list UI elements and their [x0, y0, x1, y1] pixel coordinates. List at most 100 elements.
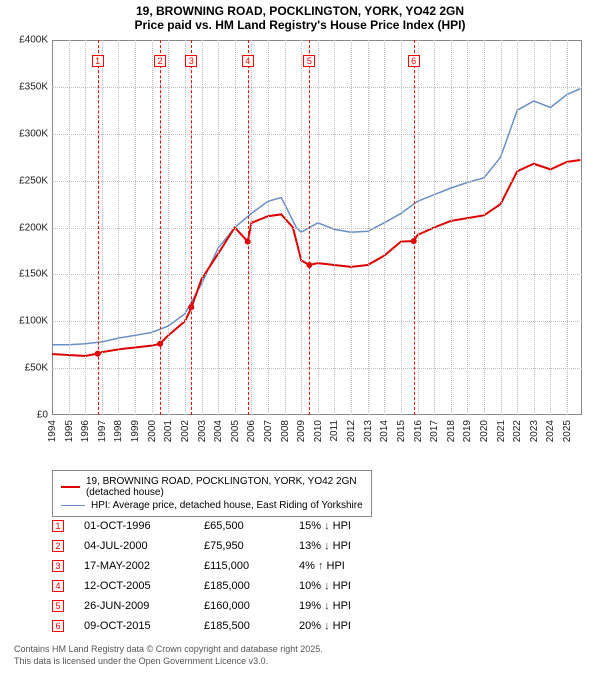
footer-line2: This data is licensed under the Open Gov…	[14, 656, 323, 668]
x-axis-label: 2016	[413, 420, 424, 442]
sale-marker-line	[160, 40, 161, 415]
sale-marker-label: 4	[242, 55, 254, 67]
sale-marker-label: 2	[154, 55, 166, 67]
x-axis-label: 2011	[329, 420, 340, 442]
sale-marker-line	[248, 40, 249, 415]
sale-marker-label: 5	[303, 55, 315, 67]
transaction-price: £75,950	[204, 540, 299, 552]
transaction-date: 01-OCT-1996	[84, 520, 204, 532]
x-axis-label: 2000	[147, 420, 158, 442]
gridline-vertical	[534, 40, 535, 415]
transaction-row: 317-MAY-2002£115,0004% ↑ HPI	[52, 556, 399, 576]
transaction-row: 412-OCT-2005£185,00010% ↓ HPI	[52, 576, 399, 596]
sale-marker-line	[98, 40, 99, 415]
y-axis-label: £150K	[19, 269, 48, 280]
gridline-vertical	[351, 40, 352, 415]
legend-label: HPI: Average price, detached house, East…	[91, 500, 363, 511]
sale-marker-line	[191, 40, 192, 415]
gridline-vertical	[401, 40, 402, 415]
transaction-row: 6 09-OCT-2015£185,50020% ↓ HPI	[52, 616, 399, 636]
transaction-row: 101-OCT-1996£65,50015% ↓ HPI	[52, 516, 399, 536]
x-axis-label: 2021	[496, 420, 507, 442]
x-axis-label: 1995	[64, 420, 75, 442]
transaction-row: 526-JUN-2009£160,00019% ↓ HPI	[52, 596, 399, 616]
gridline-vertical	[484, 40, 485, 415]
x-axis-label: 2004	[213, 420, 224, 442]
transaction-date: 12-OCT-2005	[84, 580, 204, 592]
gridline-vertical	[418, 40, 419, 415]
x-axis-label: 2010	[313, 420, 324, 442]
sale-marker-label: 3	[185, 55, 197, 67]
gridline-vertical	[85, 40, 86, 415]
transaction-date: 17-MAY-2002	[84, 560, 204, 572]
transaction-diff: 20% ↓ HPI	[299, 620, 399, 632]
footer-line1: Contains HM Land Registry data © Crown c…	[14, 644, 323, 656]
transaction-price: £160,000	[204, 600, 299, 612]
x-axis-label: 1997	[97, 420, 108, 442]
x-axis-label: 2019	[462, 420, 473, 442]
gridline-vertical	[501, 40, 502, 415]
transaction-date: 04-JUL-2000	[84, 540, 204, 552]
x-axis-label: 2022	[512, 420, 523, 442]
gridline-vertical	[102, 40, 103, 415]
gridline-vertical	[218, 40, 219, 415]
transaction-number: 1	[52, 520, 64, 532]
gridline-vertical	[202, 40, 203, 415]
gridline-vertical	[567, 40, 568, 415]
sale-marker-line	[414, 40, 415, 415]
legend-swatch	[61, 505, 85, 507]
x-axis-label: 2023	[529, 420, 540, 442]
legend-item: 19, BROWNING ROAD, POCKLINGTON, YORK, YO…	[61, 475, 363, 499]
gridline-vertical	[467, 40, 468, 415]
x-axis-label: 2014	[379, 420, 390, 442]
gridline-vertical	[301, 40, 302, 415]
x-axis-label: 1994	[47, 420, 58, 442]
legend-label: 19, BROWNING ROAD, POCKLINGTON, YORK, YO…	[86, 476, 363, 498]
chart-container: 19, BROWNING ROAD, POCKLINGTON, YORK, YO…	[0, 0, 600, 680]
sale-marker-line	[309, 40, 310, 415]
gridline-vertical	[185, 40, 186, 415]
footer-text: Contains HM Land Registry data © Crown c…	[14, 644, 323, 667]
transaction-diff: 15% ↓ HPI	[299, 520, 399, 532]
gridline-vertical	[318, 40, 319, 415]
transaction-row: 2 04-JUL-2000£75,95013% ↓ HPI	[52, 536, 399, 556]
transaction-number: 3	[52, 560, 64, 572]
x-axis-label: 2005	[230, 420, 241, 442]
x-axis-label: 2008	[280, 420, 291, 442]
x-axis-label: 2009	[296, 420, 307, 442]
gridline-vertical	[368, 40, 369, 415]
gridline-vertical	[69, 40, 70, 415]
transaction-diff: 10% ↓ HPI	[299, 580, 399, 592]
legend-swatch	[61, 486, 80, 489]
chart-title-line2: Price paid vs. HM Land Registry's House …	[0, 18, 600, 32]
gridline-vertical	[451, 40, 452, 415]
y-axis-label: £0	[37, 410, 48, 421]
chart-title-line1: 19, BROWNING ROAD, POCKLINGTON, YORK, YO…	[0, 0, 600, 18]
x-axis-label: 2017	[429, 420, 440, 442]
y-axis-label: £50K	[25, 363, 48, 374]
transaction-diff: 4% ↑ HPI	[299, 560, 399, 572]
x-axis-label: 2020	[479, 420, 490, 442]
y-axis-label: £100K	[19, 316, 48, 327]
transaction-number: 5	[52, 600, 64, 612]
x-axis-label: 2001	[163, 420, 174, 442]
x-axis-label: 2025	[562, 420, 573, 442]
y-axis-label: £300K	[19, 128, 48, 139]
transaction-number: 2	[52, 540, 64, 552]
transaction-date: 09-OCT-2015	[84, 620, 204, 632]
transaction-price: £185,500	[204, 620, 299, 632]
y-axis-label: £350K	[19, 81, 48, 92]
x-axis-label: 1999	[130, 420, 141, 442]
transaction-number: 6	[52, 620, 64, 632]
x-axis-label: 2003	[197, 420, 208, 442]
gridline-vertical	[235, 40, 236, 415]
transaction-diff: 13% ↓ HPI	[299, 540, 399, 552]
x-axis-label: 2007	[263, 420, 274, 442]
transaction-number: 4	[52, 580, 64, 592]
x-axis-label: 1998	[113, 420, 124, 442]
x-axis-label: 2018	[446, 420, 457, 442]
x-axis-label: 2024	[545, 420, 556, 442]
gridline-vertical	[384, 40, 385, 415]
sale-marker-label: 6	[408, 55, 420, 67]
x-axis-label: 2012	[346, 420, 357, 442]
